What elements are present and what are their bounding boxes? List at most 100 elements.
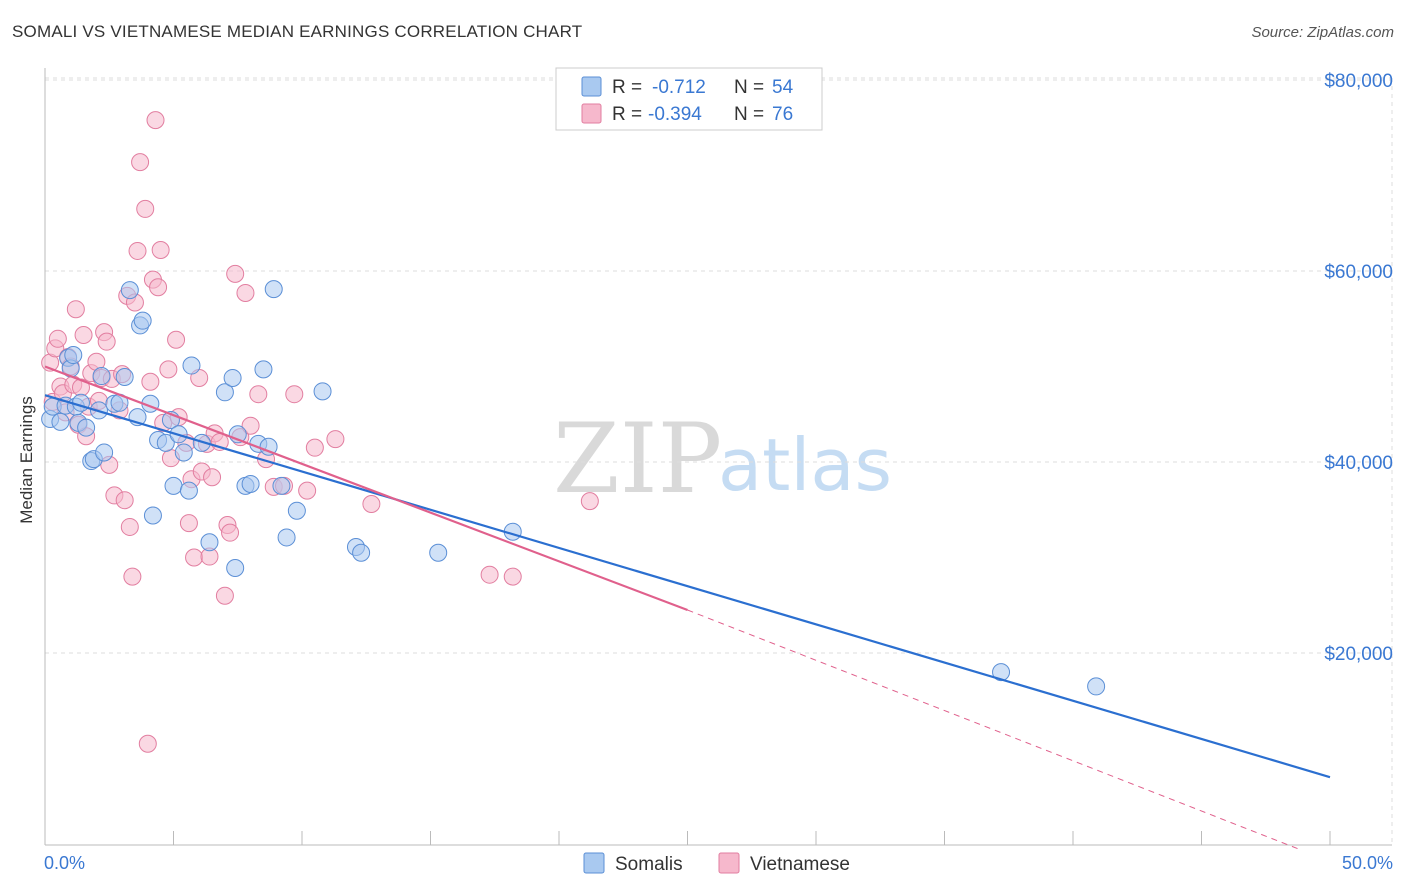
somali-point: [92, 367, 111, 386]
vietnamese-point: [185, 548, 204, 567]
vietnamese-point: [305, 438, 324, 457]
watermark-zip: ZIP: [553, 403, 722, 515]
somali-point: [215, 383, 234, 402]
bottom-legend-viet-label[interactable]: Vietnamese: [750, 854, 850, 875]
vietnamese-point: [123, 567, 142, 586]
vietnamese-point: [480, 565, 499, 584]
vietnamese-point: [203, 468, 222, 487]
somali-point: [259, 437, 278, 456]
somali-point: [254, 360, 273, 379]
vietnamese-point: [151, 240, 170, 259]
somali-point: [264, 280, 283, 299]
chart-title: SOMALI VS VIETNAMESE MEDIAN EARNINGS COR…: [12, 22, 583, 41]
y-tick-label: $80,000: [1324, 71, 1393, 92]
series-legend: Somalis Vietnamese: [583, 852, 850, 875]
bottom-legend-viet-swatch[interactable]: [718, 852, 740, 874]
vietnamese-point: [285, 385, 304, 404]
somali-point: [287, 501, 306, 520]
legend-somali-swatch: [581, 76, 602, 97]
vietnamese-point: [66, 300, 85, 319]
watermark-atlas: atlas: [718, 423, 892, 507]
somali-point: [64, 346, 83, 365]
trend-lines: [44, 365, 1331, 851]
vietnamese-point: [131, 153, 150, 172]
somali-point: [1087, 677, 1106, 696]
vietnamese-point: [241, 416, 260, 435]
somali-point: [143, 506, 162, 525]
somali-point: [156, 433, 175, 452]
somali-point: [223, 368, 242, 387]
vietnamese-point: [141, 372, 160, 391]
vietnamese-point: [138, 734, 157, 753]
legend-somali-r-label: R =: [612, 77, 642, 98]
legend-somali-n-label: N =: [734, 77, 764, 98]
vietnamese-point: [215, 586, 234, 605]
vietnamese-point: [146, 111, 165, 130]
legend-viet-r-value: -0.394: [648, 104, 702, 125]
somali-trend-line: [44, 394, 1331, 779]
y-tick-label: $20,000: [1324, 644, 1393, 665]
y-tick-label: $60,000: [1324, 262, 1393, 283]
somali-point: [164, 476, 183, 495]
somali-point: [429, 543, 448, 562]
somali-point: [182, 356, 201, 375]
vietnamese-point: [362, 495, 381, 514]
grid: [45, 77, 1393, 845]
vietnamese-point: [326, 430, 345, 449]
vietnamese-points: [41, 111, 599, 753]
vietnamese-point: [159, 360, 178, 379]
legend-somali-r-value: -0.712: [652, 77, 706, 98]
vietnamese-point: [580, 492, 599, 511]
chart-source: Source: ZipAtlas.com: [1251, 24, 1394, 41]
somali-point: [51, 412, 70, 431]
somali-point: [95, 443, 114, 462]
somali-point: [241, 474, 260, 493]
vietnamese-point: [97, 332, 116, 351]
legend-viet-swatch: [581, 103, 602, 124]
y-tick-label: $40,000: [1324, 453, 1393, 474]
somali-point: [352, 543, 371, 562]
vietnamese-point: [74, 325, 93, 344]
vietnamese-trend-line: [44, 365, 688, 612]
vietnamese-point: [128, 241, 147, 260]
somali-point: [226, 559, 245, 578]
x-tick-label: 50.0%: [1342, 853, 1393, 873]
somali-point: [272, 476, 291, 495]
somali-point: [174, 443, 193, 462]
bottom-legend-somali-swatch[interactable]: [583, 852, 605, 874]
somali-point: [120, 281, 139, 300]
vietnamese-point: [149, 278, 168, 297]
somali-point: [115, 368, 134, 387]
somali-points: [41, 280, 1106, 696]
bottom-legend-somali-label[interactable]: Somalis: [615, 854, 683, 875]
somali-point: [200, 533, 219, 552]
vietnamese-point: [136, 199, 155, 218]
vietnamese-point: [298, 481, 317, 500]
legend-viet-r-label: R =: [612, 104, 642, 125]
vietnamese-point: [236, 283, 255, 302]
vietnamese-point: [503, 567, 522, 586]
somali-point: [277, 528, 296, 547]
somali-point: [179, 481, 198, 500]
legend-viet-n-label: N =: [734, 104, 764, 125]
ticks: $20,000 $40,000 $60,000 $80,000 0.0% 50.0%: [44, 71, 1393, 873]
vietnamese-trend-extension: [687, 609, 1301, 851]
vietnamese-point: [226, 264, 245, 283]
y-axis-label: Median Earnings: [17, 396, 36, 524]
axes: [44, 68, 1392, 846]
correlation-legend: R = -0.712 N = 54 R = -0.394 N = 76: [555, 67, 823, 131]
vietnamese-point: [249, 385, 268, 404]
vietnamese-point: [179, 514, 198, 533]
legend-viet-n-value: 76: [772, 104, 793, 125]
vietnamese-point: [48, 329, 67, 348]
somali-point: [992, 663, 1011, 682]
vietnamese-point: [120, 517, 139, 536]
somali-point: [133, 311, 152, 330]
somali-point: [313, 382, 332, 401]
vietnamese-point: [221, 523, 240, 542]
somali-point: [77, 418, 96, 437]
legend-somali-n-value: 54: [772, 77, 794, 98]
vietnamese-point: [115, 491, 134, 510]
vietnamese-point: [167, 330, 186, 349]
